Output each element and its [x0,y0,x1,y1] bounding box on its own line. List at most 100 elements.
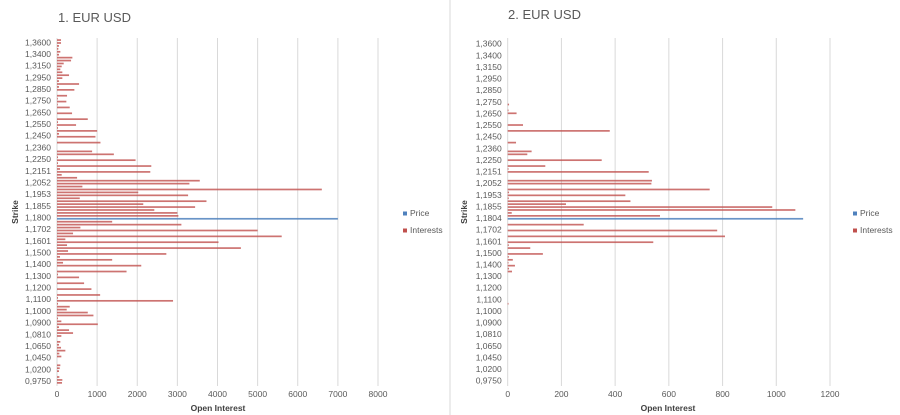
y-tick-label: 1,1500 [25,248,51,258]
interests-bar [57,77,63,79]
interests-bar [507,103,510,106]
y-tick-label: 1,2650 [476,108,502,118]
interests-bar [507,109,509,112]
y-axis-label: Strike [10,200,20,224]
interests-bar [57,118,88,121]
interests-bar [57,71,63,74]
interests-bar [507,247,531,249]
interests-bar [57,247,241,249]
interests-bar [507,153,528,156]
interests-bar [57,68,61,71]
interests-bar [57,264,142,267]
interests-bar [57,273,59,276]
interests-bar [57,62,64,65]
y-tick-label: 1,2750 [476,97,502,107]
y-tick-label: 1,1400 [25,259,51,269]
y-tick-label: 1,1300 [476,271,502,281]
interests-bar [507,209,796,211]
interests-bar [57,182,190,185]
legend-label: Interests [410,225,443,235]
y-tick-label: 1,1800 [25,212,51,222]
y-tick-label: 1,0900 [476,318,502,328]
interests-bar [57,130,98,132]
interests-bar [507,124,524,126]
interests-bar [57,352,60,355]
x-axis-label: Open Interest [191,403,246,413]
interests-bar [507,223,584,226]
interests-bar [57,302,59,305]
interests-bar [57,299,174,302]
interests-bar [57,311,88,314]
interests-bar [57,209,155,211]
interests-bar [57,47,59,50]
interests-bar [57,173,62,176]
y-tick-label: 1,1601 [25,236,51,246]
interests-bar [57,203,144,205]
y-tick-label: 1,2360 [25,142,51,152]
interests-bar [57,335,62,337]
interests-bar [57,127,59,129]
x-tick-label: 1000 [88,389,107,399]
interests-bar [57,179,200,182]
interests-bar [57,121,59,123]
interests-bar [507,188,710,191]
interests-bar [57,103,58,106]
y-tick-label: 1,2151 [476,167,502,177]
y-tick-label: 1,1300 [25,271,51,281]
interests-bar [507,256,509,258]
interests-bar [507,179,652,182]
x-tick-label: 3000 [168,389,187,399]
y-tick-label: 1,0900 [25,318,51,328]
interests-bar [57,185,83,188]
interests-bar [57,329,70,331]
interests-bar [57,235,282,238]
legend-swatch-price [403,211,407,216]
interests-bar [57,97,58,100]
x-tick-label: 600 [662,389,676,399]
interests-bar [57,320,62,323]
y-tick-label: 1,0450 [25,353,51,363]
y-tick-label: 1,3400 [25,49,51,59]
x-tick-label: 5000 [248,389,267,399]
y-tick-label: 1,0650 [476,341,502,351]
interests-bar [57,305,70,308]
y-tick-label: 1,3150 [476,62,502,72]
interests-bar [57,132,60,135]
y-tick-label: 1,1400 [476,259,502,269]
interests-bar [57,314,94,317]
interests-bar [57,379,63,381]
chart-1: 1. EUR USD 0 1000 2000 3000 4000 5000 6000 7000 8… [10,10,443,413]
interests-bar [57,42,62,44]
legend-label: Price [860,208,880,218]
y-tick-label: 1,1855 [476,201,502,211]
interests-bar [57,317,59,320]
interests-bar [57,256,61,258]
interests-bar [57,206,196,208]
interests-bar [57,89,75,91]
y-tick-label: 1,1702 [476,225,502,235]
interests-bar [507,159,602,162]
y-tick-label: 1,1000 [476,306,502,316]
x-tick-label: 2000 [128,389,147,399]
x-axis-label: Open Interest [641,403,696,413]
interests-bar [507,130,610,132]
interests-bar [57,276,80,279]
interests-bar [57,150,93,153]
y-tick-label: 1,1855 [25,201,51,211]
interests-bar [57,258,113,261]
interests-bar [57,86,60,88]
interests-bar [57,220,113,223]
y-tick-label: 1,2950 [25,72,51,82]
interests-bar [507,206,773,208]
y-tick-label: 1,2450 [25,131,51,141]
interests-bar [57,270,127,273]
interests-bar [57,59,72,62]
y-tick-label: 1,1804 [476,213,502,223]
y-tick-label: 1,0450 [476,352,502,362]
interests-bar [57,74,70,77]
interests-bar [507,112,517,115]
y-tick-label: 1,3600 [476,39,502,49]
y-tick-label: 1,1100 [26,294,52,304]
y-tick-label: 1,0200 [476,364,502,374]
